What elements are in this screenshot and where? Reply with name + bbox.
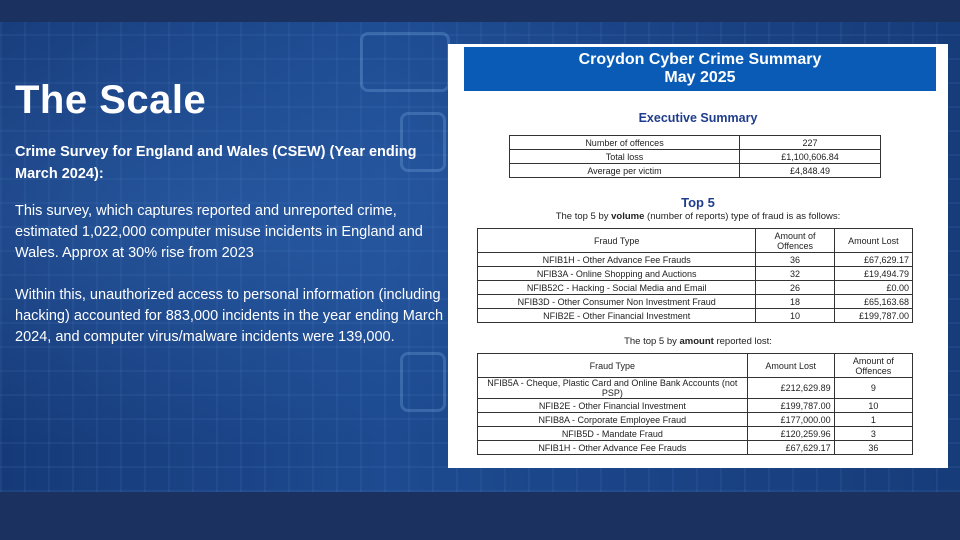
padlock-icon <box>400 352 446 412</box>
table-row: NFIB1H - Other Advance Fee Frauds 36 £67,6… <box>476 252 914 267</box>
table-cell: £212,629.89 <box>746 377 835 399</box>
table-cell: NFIB5A - Cheque, Plastic Card and Online… <box>477 377 748 399</box>
table-cell: Total loss <box>508 149 741 164</box>
table-cell: £120,259.96 <box>746 426 835 441</box>
table-cell: 36 <box>755 252 835 267</box>
table-cell: £0.00 <box>833 280 914 295</box>
table-cell: 3 <box>833 426 914 441</box>
slide-title: The Scale <box>15 78 207 122</box>
table-cell: Number of offences <box>508 135 741 150</box>
table-cell: NFIB2E - Other Financial Investment <box>476 308 757 323</box>
amount-table: Fraud Type Amount Lost Amount of Offences N… <box>477 353 914 455</box>
table-row: NFIB3D - Other Consumer Non Investment F… <box>476 294 914 309</box>
table-row: NFIB3A - Online Shopping and Auctions 32 £… <box>476 266 914 281</box>
table-cell: NFIB2E - Other Financial Investment <box>477 398 748 413</box>
table-row: NFIB2E - Other Financial Investment 10 £19… <box>476 308 914 323</box>
table-cell: £19,494.79 <box>833 266 914 281</box>
table-cell: £67,629.17 <box>746 440 835 455</box>
table-row: Total loss £1,100,606.84 <box>508 149 881 164</box>
table-cell: £177,000.00 <box>746 412 835 427</box>
table-row: NFIB5A - Cheque, Plastic Card and Online… <box>477 377 914 399</box>
title-line: May 2025 <box>664 69 736 86</box>
table-row: NFIB2E - Other Financial Investment £199,… <box>477 398 914 413</box>
table-cell: NFIB1H - Other Advance Fee Frauds <box>476 252 757 267</box>
table-cell: NFIB1H - Other Advance Fee Frauds <box>477 440 748 455</box>
table-cell: 10 <box>755 308 835 323</box>
table-cell: Amount Lost <box>833 228 914 253</box>
exec-summary-table: Number of offences 227 Total loss £1,100,60… <box>508 135 881 178</box>
slide-subtitle: Crime Survey for England and Wales (CSEW… <box>15 144 417 182</box>
document-title: Croydon Cyber Crime Summary May 2025 <box>464 47 936 91</box>
table-cell: £65,163.68 <box>833 294 914 309</box>
table-cell: 227 <box>739 135 881 150</box>
table-row: Number of offences 227 <box>508 135 881 150</box>
table-cell: 9 <box>833 377 914 399</box>
table-cell: Amount Lost <box>746 353 835 378</box>
table-row: NFIB52C - Hacking - Social Media and Ema… <box>476 280 914 295</box>
table-cell: Fraud Type <box>476 228 757 253</box>
table-cell: 18 <box>755 294 835 309</box>
table-header-row: Fraud Type Amount of Offences Amount Lost <box>476 228 914 253</box>
table-cell: £4,848.49 <box>739 163 881 178</box>
paragraph: This survey, which captures reported and… <box>15 203 423 261</box>
slide-text: The Scale Crime Survey for England and W… <box>15 78 445 369</box>
paragraph: Within this, unauthorized access to pers… <box>15 287 444 345</box>
volume-caption: The top 5 by volume (number of reports) … <box>555 211 841 222</box>
amount-caption: The top 5 by amount reported lost: <box>624 336 772 347</box>
table-cell: 1 <box>833 412 914 427</box>
top5-heading: Top 5 <box>681 195 715 210</box>
table-cell: NFIB3A - Online Shopping and Auctions <box>476 266 757 281</box>
table-cell: Average per victim <box>508 163 741 178</box>
padlock-icon <box>400 112 446 172</box>
volume-table: Fraud Type Amount of Offences Amount Lost N… <box>476 228 914 323</box>
table-cell: Amount of Offences <box>833 353 914 378</box>
table-cell: Amount of Offences <box>755 228 835 253</box>
table-cell: £199,787.00 <box>746 398 835 413</box>
table-row: Average per victim £4,848.49 <box>508 163 881 178</box>
table-cell: NFIB3D - Other Consumer Non Investment F… <box>476 294 757 309</box>
table-cell: Fraud Type <box>477 353 748 378</box>
table-row: NFIB8A - Corporate Employee Fraud £177,00… <box>477 412 914 427</box>
summary-document: Croydon Cyber Crime Summary May 2025 Exe… <box>448 44 948 468</box>
table-row: NFIB1H - Other Advance Fee Frauds £67,629… <box>477 440 914 455</box>
table-cell: 26 <box>755 280 835 295</box>
exec-heading: Executive Summary <box>638 111 758 125</box>
table-header-row: Fraud Type Amount Lost Amount of Offences <box>477 353 914 378</box>
table-cell: NFIB5D - Mandate Fraud <box>477 426 748 441</box>
table-cell: NFIB52C - Hacking - Social Media and Ema… <box>476 280 757 295</box>
table-cell: 32 <box>755 266 835 281</box>
table-cell: 36 <box>833 440 914 455</box>
table-cell: 10 <box>833 398 914 413</box>
table-cell: £67,629.17 <box>833 252 914 267</box>
table-row: NFIB5D - Mandate Fraud £120,259.96 3 <box>477 426 914 441</box>
table-cell: NFIB8A - Corporate Employee Fraud <box>477 412 748 427</box>
table-cell: £199,787.00 <box>833 308 914 323</box>
table-cell: £1,100,606.84 <box>739 149 881 164</box>
title-line: Croydon Cyber Crime Summary <box>578 51 822 68</box>
